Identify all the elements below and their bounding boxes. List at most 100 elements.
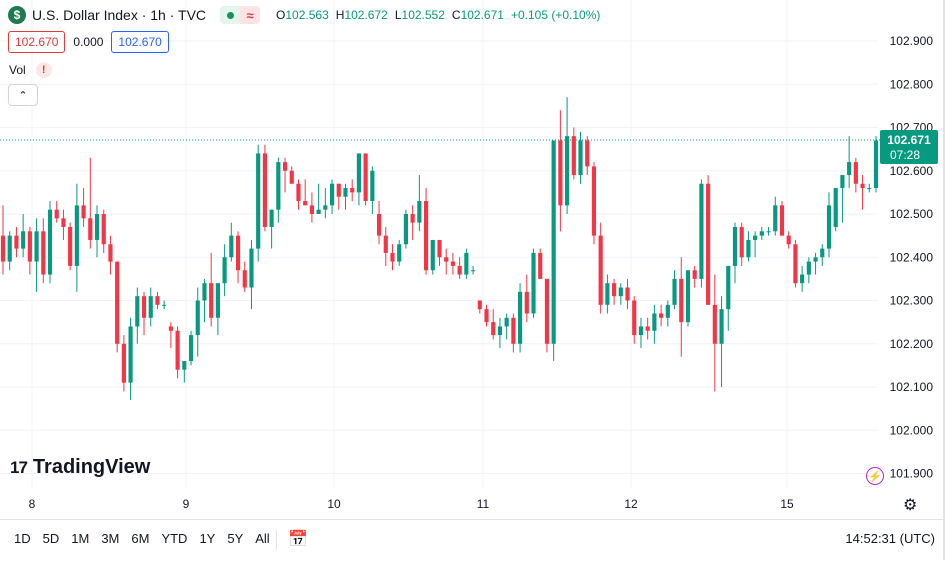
candle-body	[282, 162, 288, 171]
candle-body	[739, 226, 744, 258]
candle-body	[759, 231, 764, 236]
candle-body	[0, 235, 6, 262]
symbol-title[interactable]: U.S. Dollar Index · 1h · TVC	[32, 7, 207, 23]
time-tick-label: 12	[624, 497, 638, 511]
candle-body	[175, 330, 180, 370]
range-button-ytd[interactable]: YTD	[161, 531, 188, 546]
candle-body	[847, 162, 852, 176]
candle-body	[376, 214, 382, 236]
candle-body	[397, 244, 402, 262]
candle-body	[343, 188, 348, 197]
candle-body	[262, 153, 267, 227]
candle-body	[497, 326, 503, 336]
price-tick-label: 102.600	[890, 164, 934, 178]
range-button-5d[interactable]: 5D	[42, 531, 60, 546]
candle-body	[591, 166, 597, 236]
candle-body	[699, 183, 704, 279]
candle-body	[672, 278, 677, 305]
candle-body	[437, 239, 442, 258]
candle-body	[598, 235, 603, 305]
candle-body	[618, 287, 623, 297]
candle-body	[524, 291, 529, 314]
volume-label[interactable]: Vol	[9, 63, 26, 77]
candle-body	[732, 226, 738, 266]
candle-body	[518, 291, 523, 344]
candle-body	[162, 304, 167, 306]
candle-body	[350, 188, 355, 193]
candle-body	[155, 296, 160, 305]
candle-body	[141, 296, 147, 318]
time-tick-label: 11	[477, 497, 490, 511]
candle-body	[323, 205, 328, 210]
candle-body	[625, 287, 630, 301]
candle-body	[41, 231, 46, 275]
candle-body	[511, 317, 516, 344]
candle-body	[444, 257, 449, 262]
buy-price-button[interactable]: 102.670	[111, 31, 169, 53]
candle-body	[551, 140, 556, 344]
candle-body	[679, 278, 684, 323]
candle-body	[820, 248, 825, 258]
close-value: C102.671	[451, 8, 504, 22]
price-tick-label: 102.800	[890, 77, 934, 91]
candle-body	[403, 214, 409, 245]
candle-body	[652, 313, 657, 331]
candle-body	[242, 270, 247, 288]
range-button-5y[interactable]: 5Y	[227, 531, 244, 546]
candle-body	[746, 239, 751, 258]
candle-body	[470, 270, 476, 272]
candle-body	[289, 170, 294, 184]
candle-body	[256, 153, 261, 249]
candle-body	[531, 252, 536, 314]
candle-body	[867, 188, 872, 190]
warning-icon[interactable]: !	[35, 62, 52, 78]
range-button-all[interactable]: All	[255, 531, 270, 546]
candle-body	[390, 252, 395, 262]
range-button-1m[interactable]: 1M	[71, 531, 90, 546]
candle-body	[135, 296, 140, 327]
spread-value: 0.000	[73, 35, 104, 49]
candle-body	[296, 183, 301, 202]
candle-body	[571, 136, 576, 176]
volume-legend: Vol !	[9, 62, 52, 78]
gear-icon[interactable]: ⚙	[903, 497, 918, 514]
low-value: L102.552	[394, 8, 445, 22]
market-status[interactable]: ≈	[220, 6, 261, 24]
candle-body	[826, 205, 832, 249]
sell-price-button[interactable]: 102.670	[8, 31, 66, 53]
brand-name: TradingView	[32, 456, 151, 478]
candle-body	[873, 140, 879, 189]
symbol-logo-icon[interactable]: $	[8, 6, 26, 24]
candle-body	[706, 183, 711, 305]
candle-body	[719, 309, 724, 344]
collapse-legend-button[interactable]: ⌃	[8, 84, 38, 106]
candle-body	[7, 235, 12, 262]
utc-clock[interactable]: 14:52:31 (UTC)	[845, 531, 935, 546]
flash-icon[interactable]: ⚡	[866, 467, 884, 485]
candle-body	[612, 283, 617, 297]
price-tick-label: 102.500	[890, 207, 934, 221]
candle-body	[558, 140, 563, 206]
candle-body	[860, 183, 865, 189]
range-button-3m[interactable]: 3M	[101, 531, 120, 546]
bottom-toolbar: 1D 5D 1M 3M 6M YTD 1Y 5Y All 📅 14:52:31 (UTC)	[0, 519, 945, 561]
tradingview-logo-icon: 17	[10, 457, 28, 477]
candle-body	[61, 218, 66, 227]
candle-body	[753, 235, 758, 240]
candle-body	[229, 235, 234, 258]
candle-body	[538, 252, 543, 279]
candle-body	[316, 209, 321, 214]
time-axis: 8 9 10 11 12 15	[29, 497, 794, 511]
candle-body	[585, 140, 590, 167]
tradingview-logo: 17 TradingView	[10, 456, 150, 479]
candle-body	[14, 235, 19, 249]
calendar-icon[interactable]: 📅	[288, 531, 308, 548]
range-button-1y[interactable]: 1Y	[199, 531, 216, 546]
time-tick-label: 9	[183, 497, 190, 511]
price-tick-label: 102.900	[890, 34, 934, 48]
candle-body	[766, 231, 771, 233]
range-button-6m[interactable]: 6M	[131, 531, 150, 546]
range-button-1d[interactable]: 1D	[14, 531, 31, 546]
time-tick-label: 15	[780, 497, 794, 511]
